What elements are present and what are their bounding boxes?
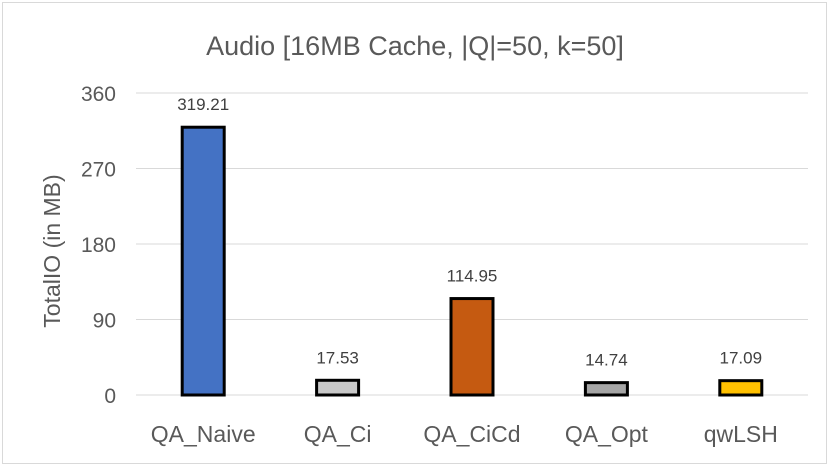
- x-tick-label: qwLSH: [704, 421, 778, 447]
- chart-title: Audio [16MB Cache, |Q|=50, k=50]: [206, 31, 624, 61]
- bar-qwlsh: [718, 379, 764, 397]
- y-tick-labels: 0 90 180 270 360: [81, 83, 116, 408]
- y-tick-label: 360: [81, 83, 116, 106]
- x-tick-label: QA_Ci: [304, 421, 372, 447]
- data-label: 114.95: [447, 267, 498, 286]
- y-tick-label: 90: [93, 310, 116, 333]
- data-label: 14.74: [585, 351, 628, 370]
- x-tick-label: QA_CiCd: [423, 421, 520, 447]
- x-tick-label: QA_Opt: [565, 421, 649, 447]
- data-label: 17.09: [720, 349, 763, 368]
- y-tick-label: 270: [81, 159, 116, 182]
- gridlines: [136, 92, 808, 396]
- bar-chart: 0 90 180 270 360 319.21 17.53 114.95 14.74 17.09…: [39, 31, 808, 447]
- y-tick-label: 0: [104, 385, 116, 408]
- x-tick-labels: QA_Naive QA_Ci QA_CiCd QA_Opt qwLSH: [151, 421, 778, 447]
- data-label: 319.21: [177, 95, 229, 114]
- chart-frame: 0 90 180 270 360 319.21 17.53 114.95 14.74 17.09…: [2, 2, 827, 464]
- y-tick-label: 180: [81, 234, 116, 257]
- bar-qa-naive: [180, 125, 226, 397]
- data-labels: 319.21 17.53 114.95 14.74 17.09: [177, 95, 762, 369]
- bars: [180, 125, 764, 397]
- x-tick-label: QA_Naive: [151, 421, 256, 447]
- bar-qa-cicd: [449, 297, 495, 397]
- bar-qa-opt: [583, 381, 629, 397]
- data-label: 17.53: [316, 348, 359, 367]
- bar-qa-ci: [315, 378, 361, 397]
- y-axis-label: TotalIO (in MB): [39, 174, 65, 327]
